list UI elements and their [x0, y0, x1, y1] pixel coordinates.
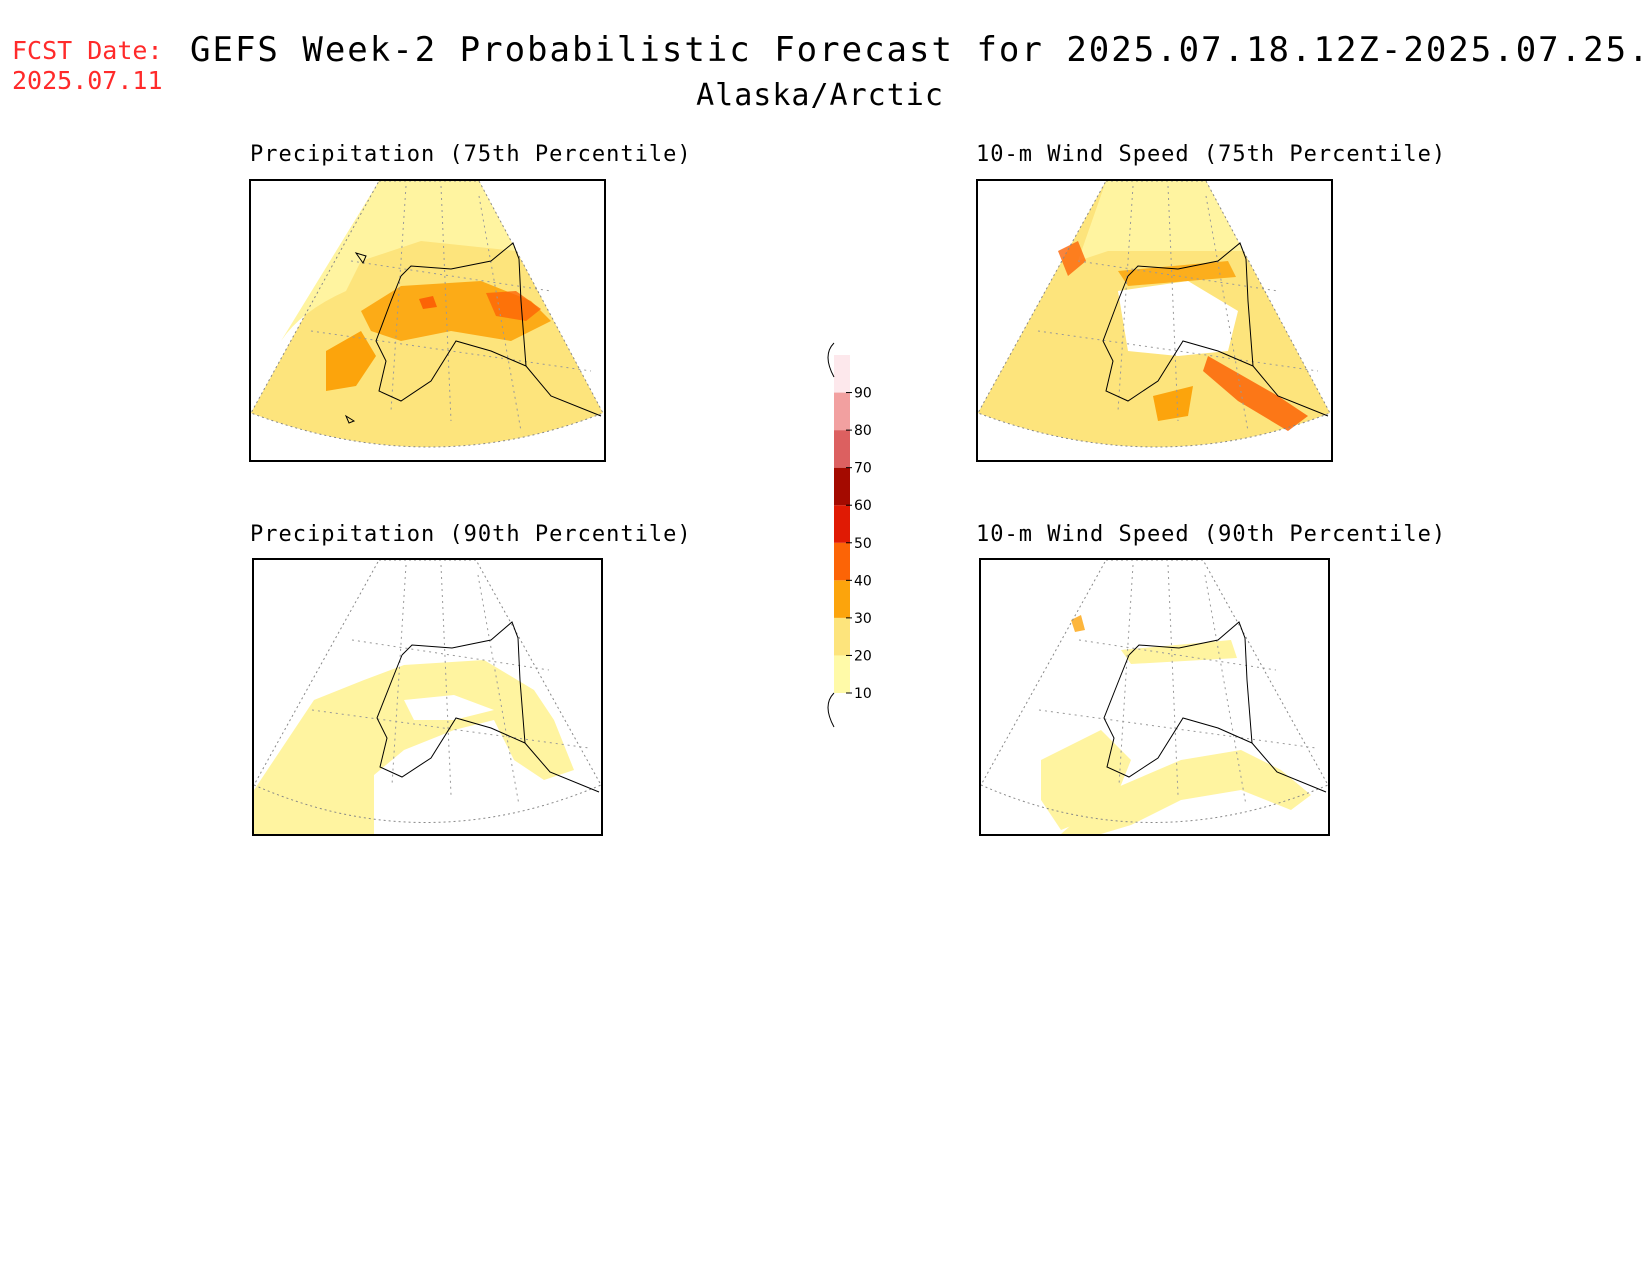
colorbar-label: 10 — [854, 686, 872, 702]
alaska-coastline — [375, 242, 602, 417]
colorbar-label: 60 — [854, 498, 872, 514]
map-panel-precip-90 — [252, 558, 603, 836]
colorbar-label: 90 — [854, 386, 872, 402]
colorbar-box-0 — [834, 655, 850, 693]
no-prob-area — [404, 695, 494, 720]
map-panel-precip-75 — [249, 179, 606, 462]
colorbar-label: 20 — [854, 648, 872, 664]
main-title: GEFS Week-2 Probabilistic Forecast for 2… — [190, 30, 1650, 70]
map-panel-wind-75 — [976, 179, 1333, 462]
colorbar-label: 40 — [854, 573, 872, 589]
prob-30-spot — [1071, 615, 1085, 632]
prob-30-area-gulf — [1153, 386, 1193, 421]
map-wind-75 — [978, 181, 1331, 448]
colorbar-box-1 — [834, 617, 850, 656]
colorbar-label: 30 — [854, 611, 872, 627]
prob-10-band-north — [1121, 640, 1237, 664]
colorbar-top-triangle — [827, 342, 835, 378]
prob-30-band-north — [1118, 261, 1236, 286]
prob-40-band-south — [1203, 356, 1308, 431]
forecast-date-label: FCST Date: — [12, 36, 163, 65]
forecast-date: FCST Date: 2025.07.11 — [12, 36, 163, 96]
colorbar-label: 80 — [854, 423, 872, 439]
map-panel-wind-90 — [979, 558, 1330, 836]
colorbar-box-2 — [834, 580, 850, 618]
panel-title-precip-90: Precipitation (90th Percentile) — [250, 522, 692, 547]
no-prob-area — [1118, 281, 1238, 356]
colorbar-box-8 — [834, 355, 850, 393]
panel-title-precip-75: Precipitation (75th Percentile) — [250, 142, 692, 167]
graticule — [1038, 564, 1317, 806]
map-wind-90 — [981, 560, 1328, 834]
prob-40-area — [486, 291, 541, 321]
colorbar-label: 50 — [854, 536, 872, 552]
alaska-coastline — [1102, 242, 1329, 417]
prob-10-area-south — [1061, 750, 1311, 834]
colorbar: 10 20 30 40 50 60 70 80 90 — [827, 342, 872, 728]
forecast-date-value: 2025.07.11 — [12, 66, 163, 95]
colorbar-bottom-triangle — [827, 692, 835, 728]
island-outline — [344, 252, 367, 424]
map-precip-75 — [251, 181, 604, 448]
colorbar-box-7 — [834, 392, 850, 431]
panel-title-wind-75: 10-m Wind Speed (75th Percentile) — [976, 142, 1447, 167]
prob-10-area — [254, 660, 574, 834]
prob-40-area-northwest — [1058, 241, 1086, 276]
prob-30-area-west — [326, 331, 376, 391]
low-prob-area-north — [1078, 181, 1243, 261]
colorbar-box-4 — [834, 505, 850, 543]
sector-outline — [254, 560, 601, 823]
colorbar-box-3 — [834, 542, 850, 581]
region-subtitle: Alaska/Arctic — [696, 78, 944, 113]
colorbar-box-5 — [834, 467, 850, 506]
alaska-coastline — [376, 621, 600, 793]
colorbar-box-6 — [834, 430, 850, 468]
map-precip-90 — [254, 560, 601, 834]
colorbar-labels: 10 20 30 40 50 60 70 80 90 — [846, 386, 872, 702]
panel-title-wind-90: 10-m Wind Speed (90th Percentile) — [976, 522, 1447, 547]
low-prob-area — [281, 181, 516, 341]
alaska-coastline — [1103, 621, 1327, 793]
graticule — [311, 564, 590, 806]
colorbar-label: 70 — [854, 461, 872, 477]
prob-40-spot — [419, 296, 437, 309]
sector-outline — [981, 560, 1328, 823]
colorbar-boxes — [834, 355, 850, 693]
